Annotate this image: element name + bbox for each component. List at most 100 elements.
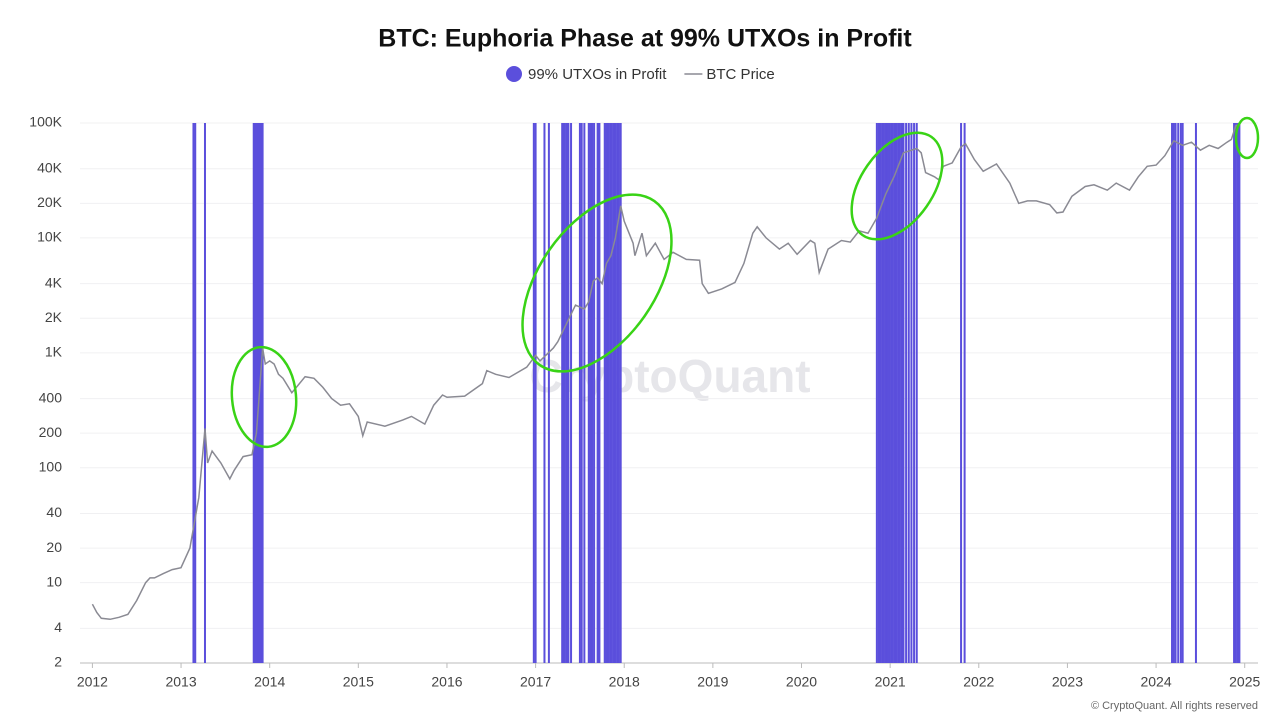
flag-bar — [619, 123, 622, 663]
flag-bar — [1171, 123, 1174, 663]
y-tick-label: 4K — [45, 274, 63, 290]
flag-bar — [607, 123, 610, 663]
x-tick-label: 2025 — [1229, 674, 1260, 690]
flag-bar — [543, 123, 546, 663]
y-tick-label: 20 — [46, 539, 62, 555]
annotations — [230, 116, 1260, 449]
y-tick-label: 2 — [54, 654, 62, 670]
flag-bar — [563, 123, 566, 663]
flag-bar — [617, 123, 620, 663]
flag-bar — [570, 123, 573, 663]
y-tick-label: 100K — [29, 114, 62, 130]
flag-bar — [888, 123, 891, 663]
flag-bar — [881, 123, 884, 663]
y-tick-label: 10 — [46, 573, 62, 589]
highlight-circle — [230, 345, 298, 449]
chart-title: BTC: Euphoria Phase at 99% UTXOs in Prof… — [378, 25, 912, 53]
flag-bar — [900, 123, 903, 663]
x-tick-label: 2012 — [77, 674, 108, 690]
flag-bar — [875, 123, 878, 663]
flag-bar — [898, 123, 901, 663]
footer: © CryptoQuant. All rights reserved — [1091, 700, 1258, 712]
flag-bar — [1181, 123, 1184, 663]
flag-bar — [902, 123, 905, 663]
flag-bar — [580, 123, 583, 663]
flag-bar — [1194, 123, 1197, 663]
legend-swatch — [506, 66, 522, 82]
x-tick-label: 2024 — [1140, 674, 1171, 690]
flag-bar — [614, 123, 617, 663]
flag-bar — [891, 123, 894, 663]
flag-bar — [1238, 123, 1241, 663]
y-tick-label: 10K — [37, 229, 63, 245]
x-tick-label: 2017 — [520, 674, 551, 690]
flag-bar — [194, 123, 197, 663]
x-tick-label: 2020 — [786, 674, 817, 690]
y-tick-label: 400 — [39, 389, 63, 405]
flag-bar — [895, 123, 898, 663]
flag-bar — [960, 123, 963, 663]
flag-bar — [547, 123, 550, 663]
flag-bar — [589, 123, 592, 663]
flag-bar — [877, 123, 880, 663]
flag-bar — [587, 123, 590, 663]
y-tick-label: 4 — [54, 619, 62, 635]
y-tick-label: 100 — [39, 458, 63, 474]
x-tick-label: 2023 — [1052, 674, 1083, 690]
highlight-circle — [850, 131, 944, 241]
flag-bar — [879, 123, 882, 663]
flag-bar — [882, 123, 885, 663]
highlight-circle — [521, 193, 673, 373]
x-tick-label: 2019 — [697, 674, 728, 690]
flag-bar — [598, 123, 601, 663]
y-tick-label: 2K — [45, 309, 63, 325]
x-tick-label: 2014 — [254, 674, 285, 690]
flag-bar — [913, 123, 916, 663]
flag-bar — [605, 123, 608, 663]
x-tick-label: 2013 — [165, 674, 196, 690]
flag-bar — [612, 123, 615, 663]
flag-bar — [886, 123, 889, 663]
flag-bar — [1236, 123, 1239, 663]
flag-bar — [603, 123, 606, 663]
flag-bar — [907, 123, 910, 663]
flag-bar — [591, 123, 594, 663]
y-tick-label: 200 — [39, 424, 63, 440]
x-tick-label: 2022 — [963, 674, 994, 690]
flag-bar — [578, 123, 581, 663]
x-tick-label: 2018 — [609, 674, 640, 690]
flag-bar — [1233, 123, 1236, 663]
flag-bar — [893, 123, 896, 663]
flag-bar — [593, 123, 596, 663]
y-tick-label: 40 — [46, 504, 62, 520]
flag-bar — [562, 123, 565, 663]
x-tick-label: 2016 — [431, 674, 462, 690]
flag-bar — [565, 123, 568, 663]
flag-bar — [261, 123, 264, 663]
x-tick-label: 2021 — [875, 674, 906, 690]
flag-bar — [890, 123, 893, 663]
y-tick-label: 20K — [37, 194, 63, 210]
legend-label: BTC Price — [706, 66, 774, 83]
flag-bar — [596, 123, 599, 663]
flag-bar — [203, 123, 206, 663]
watermark: CryptoQuant — [529, 350, 810, 402]
price-line — [91, 124, 1241, 621]
flag-bar — [910, 123, 913, 663]
flag-bar — [884, 123, 887, 663]
flag-bar — [897, 123, 900, 663]
flag-bar — [609, 123, 612, 663]
flag-bar — [1177, 123, 1180, 663]
y-tick-label: 1K — [45, 344, 63, 360]
flag-bar — [963, 123, 966, 663]
flag-bar — [534, 123, 537, 663]
flag-bar — [905, 123, 908, 663]
flag-bar — [616, 123, 619, 663]
x-tick-label: 2015 — [343, 674, 374, 690]
flag-bar — [915, 123, 918, 663]
y-tick-label: 40K — [37, 159, 63, 175]
flag-bar — [1234, 123, 1237, 663]
flag-bar — [610, 123, 613, 663]
